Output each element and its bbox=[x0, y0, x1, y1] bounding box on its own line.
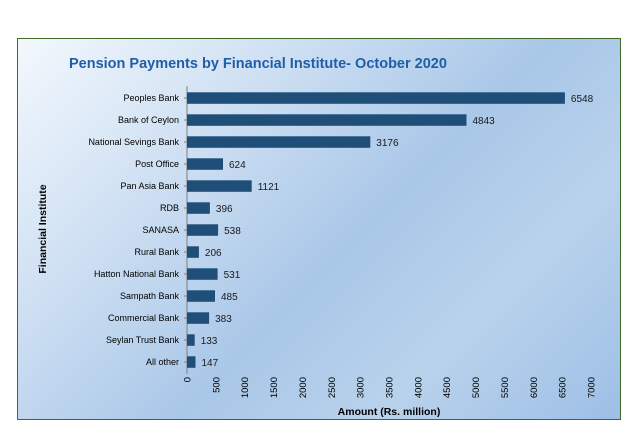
bars-group bbox=[187, 92, 565, 368]
data-label: 147 bbox=[202, 358, 219, 369]
x-tick-label: 7000 bbox=[587, 377, 598, 398]
data-label: 4843 bbox=[473, 116, 496, 127]
axes bbox=[184, 86, 188, 374]
bar bbox=[187, 180, 252, 192]
x-tick-label: 5500 bbox=[500, 377, 511, 398]
data-label: 6548 bbox=[571, 94, 594, 105]
x-tick-label: 2000 bbox=[298, 377, 309, 398]
chart-title: Pension Payments by Financial Institute-… bbox=[69, 56, 447, 72]
bar-chart: Pension Payments by Financial Institute-… bbox=[37, 56, 598, 418]
x-tick-label: 0 bbox=[183, 377, 194, 382]
x-tick-label: 500 bbox=[211, 377, 222, 393]
category-label: Post Office bbox=[135, 159, 179, 169]
category-label: Peoples Bank bbox=[123, 93, 179, 103]
category-labels: Peoples Bank Bank of Ceylon National Sevin… bbox=[88, 93, 179, 367]
data-label: 133 bbox=[201, 336, 218, 347]
bar bbox=[187, 92, 565, 104]
bar bbox=[187, 290, 215, 302]
x-tick-label: 3500 bbox=[385, 377, 396, 398]
data-label: 3176 bbox=[376, 138, 399, 149]
x-tick-label: 5000 bbox=[471, 377, 482, 398]
bar bbox=[187, 246, 199, 258]
category-label: Seylan Trust Bank bbox=[106, 335, 180, 345]
category-label: SANASA bbox=[142, 225, 179, 235]
bar bbox=[187, 158, 223, 170]
bar bbox=[187, 136, 371, 148]
data-label: 538 bbox=[224, 226, 241, 237]
category-label: Bank of Ceylon bbox=[118, 115, 179, 125]
x-axis-title: Amount (Rs. million) bbox=[338, 406, 441, 418]
x-tick-label: 4500 bbox=[442, 377, 453, 398]
bar bbox=[187, 334, 195, 346]
data-label: 1121 bbox=[258, 182, 280, 193]
bar bbox=[187, 114, 467, 126]
category-label: Hatton National Bank bbox=[94, 269, 180, 279]
y-axis-title: Financial Institute bbox=[37, 184, 49, 273]
category-label: RDB bbox=[160, 203, 179, 213]
bar bbox=[187, 312, 210, 324]
x-tick-label: 1500 bbox=[269, 377, 280, 398]
data-label: 485 bbox=[221, 292, 238, 303]
chart-area: Pension Payments by Financial Institute-… bbox=[17, 38, 621, 420]
x-tick-labels: 0 500 1000 1500 2000 2500 3000 3500 4000 4500 5000… bbox=[183, 377, 598, 398]
category-label: Sampath Bank bbox=[120, 291, 180, 301]
x-tick-label: 6500 bbox=[558, 377, 569, 398]
bar bbox=[187, 268, 218, 280]
x-tick-label: 1000 bbox=[240, 377, 251, 398]
x-tick-label: 3000 bbox=[356, 377, 367, 398]
category-label: National Sevings Bank bbox=[88, 137, 179, 147]
data-label: 396 bbox=[216, 204, 233, 215]
category-label: All other bbox=[146, 357, 179, 367]
category-label: Rural Bank bbox=[134, 247, 179, 257]
data-label: 531 bbox=[224, 270, 241, 281]
x-tick-label: 2500 bbox=[327, 377, 338, 398]
category-label: Pan Asia Bank bbox=[120, 181, 179, 191]
bar bbox=[187, 224, 219, 236]
bar bbox=[187, 356, 196, 368]
bar bbox=[187, 202, 210, 214]
category-label: Commercial Bank bbox=[108, 313, 180, 323]
x-tick-label: 6000 bbox=[529, 377, 540, 398]
x-tick-label: 4000 bbox=[413, 377, 424, 398]
data-label: 383 bbox=[215, 314, 232, 325]
data-label: 624 bbox=[229, 160, 246, 171]
data-label: 206 bbox=[205, 248, 222, 259]
